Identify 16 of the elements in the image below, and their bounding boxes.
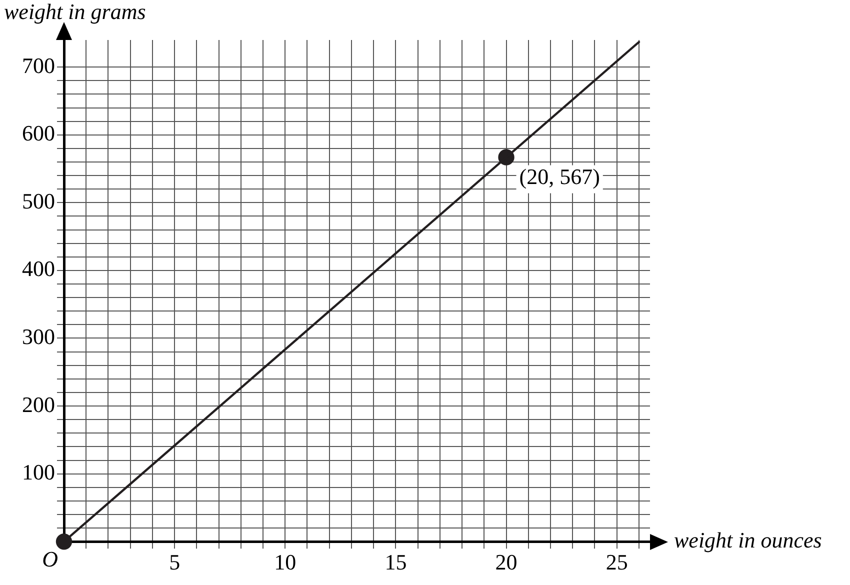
y-tick-label: 700 <box>22 52 55 78</box>
y-tick-label: 300 <box>22 324 55 350</box>
x-tick-label: 20 <box>495 550 518 575</box>
y-tick-label: 400 <box>22 256 55 282</box>
x-tick-label: 10 <box>274 550 296 575</box>
y-axis-title: weight in grams <box>4 0 146 24</box>
x-tick-label: 5 <box>169 550 180 575</box>
annotation: (20, 567) <box>519 164 600 190</box>
x-tick-label: 25 <box>606 550 628 575</box>
y-tick-label: 100 <box>22 460 55 485</box>
y-tick-label: 200 <box>22 392 55 417</box>
y-tick-label: 600 <box>22 120 55 146</box>
x-axis-title: weight in ounces <box>674 527 822 552</box>
x-tick-label: 15 <box>384 550 407 575</box>
text: O <box>42 546 58 572</box>
y-tick-label: 500 <box>22 188 55 214</box>
